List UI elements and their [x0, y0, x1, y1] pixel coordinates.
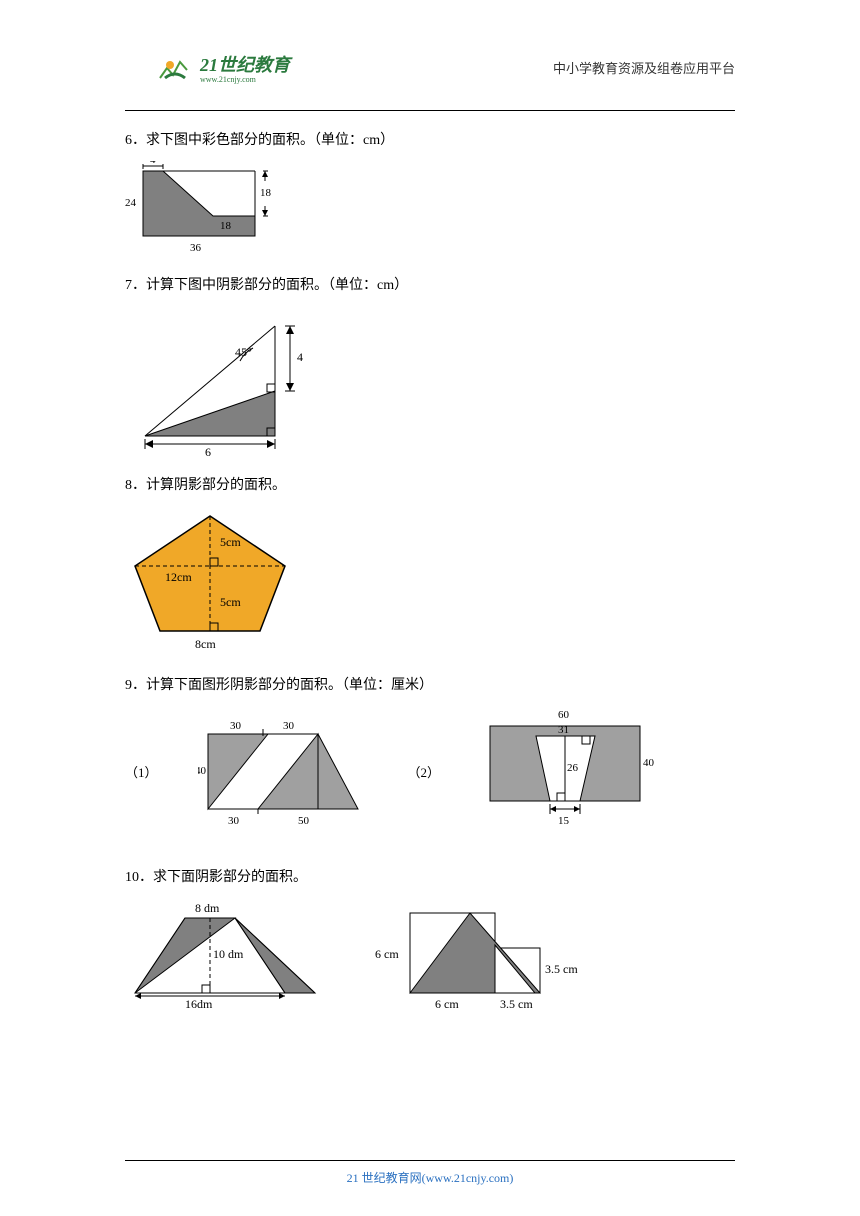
logo-text-cn: 21世纪教育 [200, 51, 290, 77]
question-9: 9．计算下面图形阴影部分的面积。（单位：厘米） （1） 30 30 40 30 … [125, 674, 735, 836]
q7-text: 7．计算下图中阴影部分的面积。（单位：cm） [125, 274, 735, 294]
q10-figure-2: 6 cm 3.5 cm 6 cm 3.5 cm [375, 903, 585, 1013]
q9-figure-2: 60 31 26 40 15 [480, 706, 660, 836]
q10-2-r: 3.5 cm [545, 962, 578, 976]
q9-text: 9．计算下面图形阴影部分的面积。（单位：厘米） [125, 674, 735, 694]
q8-top-h: 5cm [220, 535, 241, 549]
q10-2-l: 6 cm [375, 947, 399, 961]
logo-icon [155, 50, 195, 85]
q9-1-top1: 30 [230, 720, 242, 732]
page-header: 21世纪教育 www.21cnjy.com 中小学教育资源及组卷应用平台 [0, 0, 860, 95]
q9-2-b: 15 [558, 815, 570, 827]
q6-text: 6．求下图中彩色部分的面积。（单位：cm） [125, 129, 735, 149]
q9-figure-1: 30 30 40 30 50 [198, 714, 368, 829]
q8-width: 12cm [165, 570, 192, 584]
q8-bottom: 8cm [195, 637, 216, 651]
q7-figure: 45° 4 6 [125, 306, 325, 456]
q9-1-top2: 30 [283, 720, 295, 732]
page-footer: 21 世纪教育网(www.21cnjy.com) [0, 1160, 860, 1186]
q6-label-18: 18 [220, 220, 232, 232]
q6-label-18r: 18 [260, 187, 272, 199]
q7-label-4: 4 [297, 350, 303, 364]
question-7: 7．计算下图中阴影部分的面积。（单位：cm） 45° 4 6 [125, 274, 735, 456]
q7-angle: 45° [235, 345, 252, 359]
q9-label-1: （1） [125, 762, 158, 781]
question-8: 8．计算阴影部分的面积。 5cm 12cm 5cm 8cm [125, 474, 735, 656]
question-6: 6．求下图中彩色部分的面积。（单位：cm） 4 24 18 18 36 [125, 129, 735, 256]
q10-1-h: 10 dm [213, 947, 244, 961]
q9-2-h: 26 [567, 762, 579, 774]
q9-label-2: （2） [408, 762, 441, 781]
q9-1-b2: 50 [298, 815, 310, 827]
q6-figure: 4 24 18 18 36 [125, 161, 305, 256]
q10-2-b2: 3.5 cm [500, 997, 533, 1011]
q9-1-b1: 30 [228, 815, 240, 827]
q8-text: 8．计算阴影部分的面积。 [125, 474, 735, 494]
q8-bottom-h: 5cm [220, 595, 241, 609]
header-tagline: 中小学教育资源及组卷应用平台 [553, 58, 735, 77]
footer-divider [125, 1160, 735, 1161]
q10-1-top: 8 dm [195, 901, 220, 915]
q8-figure: 5cm 12cm 5cm 8cm [125, 506, 315, 656]
q7-label-6: 6 [205, 445, 211, 456]
q10-1-b: 16dm [185, 997, 213, 1011]
logo: 21世纪教育 www.21cnjy.com [155, 50, 290, 85]
q9-1-left: 40 [198, 765, 207, 777]
q9-2-in: 31 [558, 724, 569, 736]
question-10: 10．求下面阴影部分的面积。 8 dm 10 dm 16dm [125, 866, 735, 1013]
q6-label-24: 24 [125, 197, 137, 209]
q10-figure-1: 8 dm 10 dm 16dm [125, 898, 325, 1013]
footer-text: 21 世纪教育网(www.21cnjy.com) [0, 1169, 860, 1186]
q10-2-b1: 6 cm [435, 997, 459, 1011]
q6-label-36: 36 [190, 242, 202, 254]
top-divider [125, 110, 735, 111]
q9-2-r: 40 [643, 757, 655, 769]
q10-text: 10．求下面阴影部分的面积。 [125, 866, 735, 886]
content-area: 6．求下图中彩色部分的面积。（单位：cm） 4 24 18 18 36 7．计算… [0, 110, 860, 1013]
q6-label-4: 4 [150, 161, 156, 166]
q9-2-top: 60 [558, 709, 570, 721]
logo-text: 21世纪教育 www.21cnjy.com [200, 51, 290, 84]
